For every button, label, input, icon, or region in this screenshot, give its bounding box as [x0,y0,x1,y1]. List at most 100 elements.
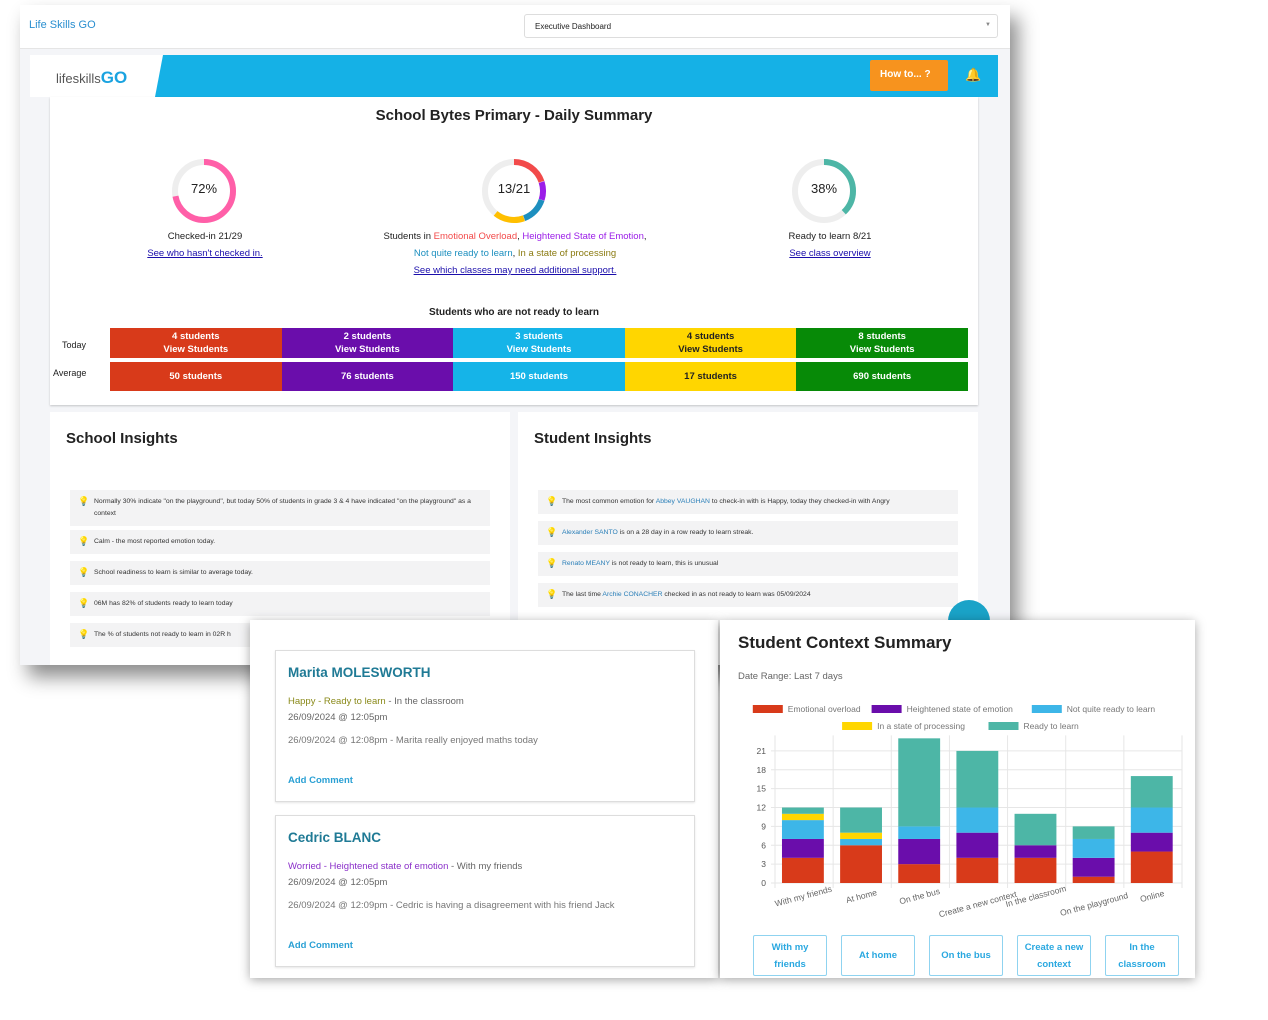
student-count: 4 students [172,331,220,342]
stacked-bar-chart: Emotional overload Heightened state of em… [752,704,1183,919]
bar-segment [840,845,882,883]
average-cell: 150 students [453,362,625,391]
legend-label: Heightened state of emotion [907,704,1014,714]
y-tick-label: 6 [761,840,766,850]
context-filter-button[interactable]: With my friends [753,935,827,976]
bar-segment [1072,826,1115,839]
today-cell[interactable]: 2 students View Students [281,328,454,358]
ready-donut: 38% [790,157,858,225]
checked-in-text: Checked-in 21/29 [167,231,243,242]
bar-segment [956,857,999,883]
view-students-link[interactable]: View Students [335,344,400,355]
dashboard-select-value: Executive Dashboard [535,22,612,31]
app-title-link[interactable]: Life Skills GO [29,19,96,31]
y-tick-label: 18 [757,765,767,775]
legend-swatch [842,722,873,730]
page-title: School Bytes Primary - Daily Summary [375,107,653,124]
state: Happy - Ready to learn [288,696,386,707]
cat-heightened: Heightened State of Emotion [522,231,644,242]
see-class-overview-link[interactable]: See class overview [789,248,871,259]
view-students-link[interactable]: View Students [506,344,572,355]
bar-segment [956,807,999,833]
bar-segment [898,826,941,839]
insight-item: 💡 The last time Archie CONACHER checked i… [538,583,958,607]
student-count: 3 students [515,331,563,342]
insight-text: Normally 30% indicate "on the playground… [94,498,471,517]
today-cell[interactable]: 3 students View Students [453,328,625,358]
add-comment-link[interactable]: Add Comment [288,775,353,786]
see-classes-support-link[interactable]: See which classes may need additional su… [413,265,617,276]
bar-segment [1014,857,1057,883]
insight-text: is on a 28 day in a row ready to learn s… [617,529,754,536]
view-students-link[interactable]: View Students [163,344,229,355]
today-label: Today [62,340,87,350]
dashboard-select[interactable]: Executive Dashboard ▼ [524,14,998,38]
student-link[interactable]: Alexander SANTO [562,529,618,536]
lightbulb-icon: 💡 [546,496,558,506]
insight-item: 💡 Normally 30% indicate "on the playgroun… [70,490,490,526]
today-cell[interactable]: 4 students View Students [110,328,282,358]
y-tick-label: 15 [757,784,767,794]
x-tick-label: Online [1139,888,1166,904]
legend-label: Emotional overload [788,704,861,714]
today-cell[interactable]: 4 students View Students [624,328,797,358]
timestamp: 26/09/2024 @ 12:05pm [288,712,388,723]
insight-item: 💡 Renato MEANY is not ready to learn, thi… [538,552,958,576]
student-link[interactable]: Renato MEANY [562,560,610,567]
view-students-link[interactable]: View Students [678,344,743,355]
x-tick-label: At home [845,887,878,905]
context-filter-button[interactable]: On the bus [929,935,1003,976]
bar-segment [1072,838,1115,858]
lightbulb-icon: 💡 [546,589,558,599]
x-tick-label: In the classroom [1004,883,1067,909]
how-to-button[interactable]: How to... ? [870,60,948,91]
student-link[interactable]: Abbey VAUGHAN [655,498,710,505]
check-in-card: Marita MOLESWORTH Happy - Ready to learn… [275,650,695,802]
insight-item: 💡 Alexander SANTO is on a 28 day in a row… [538,521,958,545]
lightbulb-icon: 💡 [78,567,90,577]
logo: lifeskillsGO [56,68,128,87]
see-not-checked-in-link[interactable]: See who hasn't checked in. [147,248,263,259]
average-band: 50 students 76 students 150 students 17 stu… [110,362,968,391]
student-name[interactable]: Cedric BLANC [288,830,382,845]
legend-label: Ready to learn [1024,721,1080,731]
average-cell: 76 students [281,362,454,391]
insight-text: The % of students not ready to learn in … [94,631,231,638]
state-line: Happy - Ready to learn - In the classroo… [288,696,464,707]
top-bar: Life Skills GO Executive Dashboard ▼ [20,5,1010,49]
add-comment-link[interactable]: Add Comment [288,940,353,951]
student-link[interactable]: Archie CONACHER [602,591,663,598]
context-filter-button[interactable]: Create a new context [1017,935,1091,976]
view-students-link[interactable]: View Students [849,344,915,355]
lightbulb-icon: 💡 [546,558,558,568]
bell-icon[interactable]: 🔔 [965,67,982,82]
student-count: 690 students [853,371,912,382]
student-count: 50 students [169,371,223,382]
insight-text: The last time [562,591,603,598]
ready-text: Ready to learn 8/21 [788,231,872,242]
check-in-cards-panel: Marita MOLESWORTH Happy - Ready to learn… [250,620,718,978]
insight-item: 💡 The most common emotion for Abbey VAUGH… [538,490,958,514]
caption-prefix: Students in [383,231,434,242]
average-cell: 50 students [110,362,282,391]
date-range: Date Range: Last 7 days [738,671,843,682]
context-filter-button[interactable]: At home [841,935,915,976]
bar-segment [898,838,941,865]
chevron-down-icon: ▼ [985,22,991,28]
insight-item: 💡 06M has 82% of students ready to learn … [70,592,490,616]
today-band: 4 students View Students 2 students View St… [110,328,968,358]
insight-text: Calm - the most reported emotion today. [94,538,216,545]
insight-text: The most common emotion for [562,498,656,505]
context-filter-button[interactable]: In the classroom [1105,935,1179,976]
student-name[interactable]: Marita MOLESWORTH [288,665,431,680]
timestamp: 26/09/2024 @ 12:05pm [288,877,388,888]
cat-not-quite-ready: Not quite ready to learn [413,248,513,259]
student-insights-title: Student Insights [534,430,652,447]
student-count: 76 students [340,371,394,382]
insight-text: checked in as not ready to learn was 05/… [662,591,811,598]
lightbulb-icon: 💡 [78,598,90,608]
insight-text: to check-in with is Happy, today they ch… [709,498,890,505]
today-cell[interactable]: 8 students View Students [796,328,968,358]
check-in-card: Cedric BLANC Worried - Heightened state … [275,815,695,967]
insight-item: 💡 Calm - the most reported emotion today. [70,530,490,554]
